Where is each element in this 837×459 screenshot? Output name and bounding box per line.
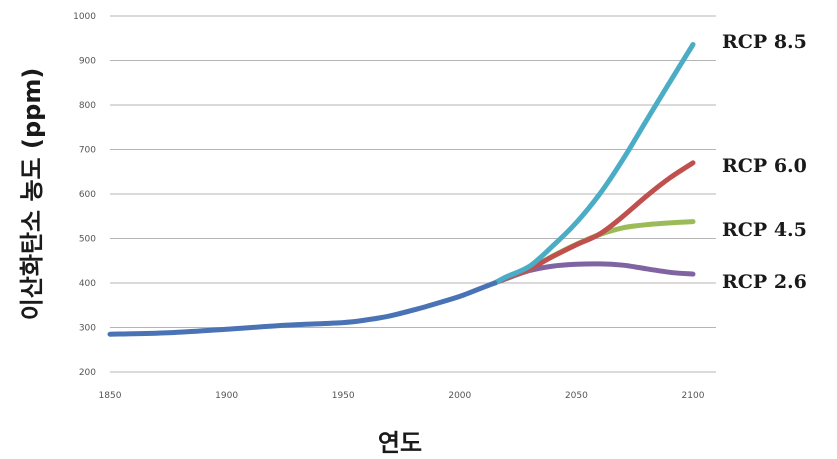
y-tick-labels: 200 300 400 500 600 700 800 900 1000 (73, 12, 96, 378)
x-tick-label: 1850 (99, 391, 122, 401)
y-tick-label: 900 (79, 57, 96, 67)
y-tick-label: 300 (79, 324, 96, 334)
x-tick-labels: 1850 1900 1950 2000 2050 2100 (99, 391, 705, 401)
series-labels: RCP 2.6 RCP 4.5 RCP 6.0 RCP 8.5 (722, 31, 807, 293)
series-label-rcp-2-6: RCP 2.6 (722, 271, 807, 293)
y-tick-label: 800 (79, 101, 96, 111)
gridlines (110, 15, 716, 373)
series-label-rcp-6-0: RCP 6.0 (722, 155, 807, 177)
y-tick-label: 600 (79, 190, 96, 200)
y-tick-label: 1000 (73, 12, 96, 22)
x-tick-label: 2000 (448, 391, 471, 401)
x-tick-label: 2100 (682, 391, 705, 401)
y-axis-title: 이산화탄소 농도 (ppm) (18, 68, 46, 321)
series-label-rcp-4-5: RCP 4.5 (722, 219, 807, 241)
series-line-rcp-8-5 (492, 42, 696, 286)
x-tick-label: 1900 (215, 391, 238, 401)
y-tick-label: 700 (79, 146, 96, 156)
y-tick-label: 500 (79, 235, 96, 245)
x-tick-label: 1950 (332, 391, 355, 401)
y-tick-label: 200 (79, 368, 96, 378)
series-lines (107, 42, 696, 337)
series-line-historical (107, 280, 498, 337)
y-tick-label: 400 (79, 279, 96, 289)
x-axis-title: 연도 (378, 429, 422, 457)
series-label-rcp-8-5: RCP 8.5 (722, 31, 807, 53)
x-tick-label: 2050 (565, 391, 588, 401)
